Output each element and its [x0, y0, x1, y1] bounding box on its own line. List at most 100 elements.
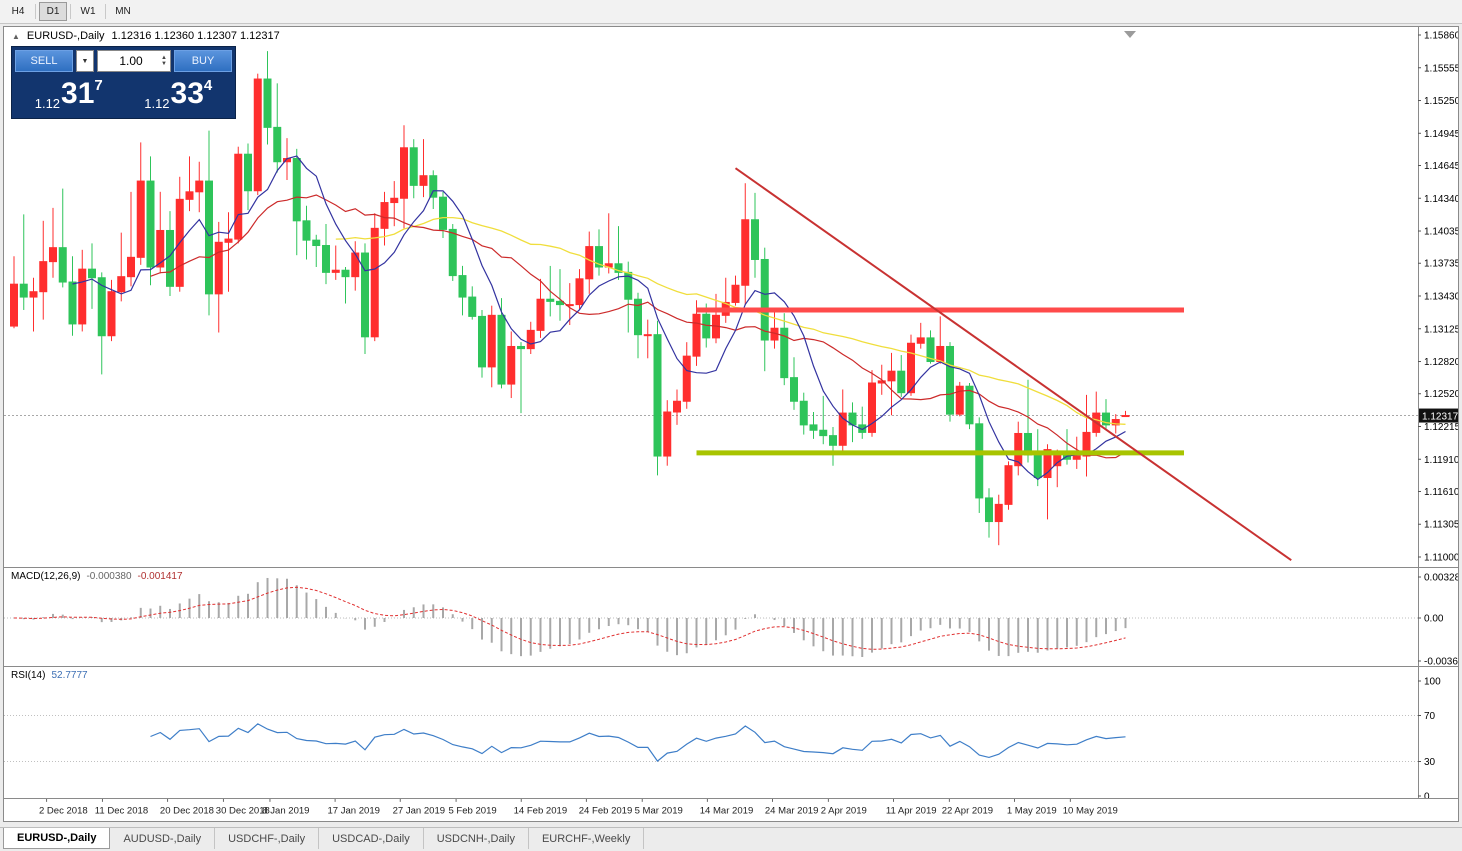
svg-text:11 Apr 2019: 11 Apr 2019	[886, 805, 937, 816]
toolbar-separator	[105, 4, 106, 19]
svg-text:1.15860: 1.15860	[1424, 31, 1458, 42]
svg-text:2 Dec 2018: 2 Dec 2018	[39, 805, 88, 816]
chart-tab-eurchf[interactable]: EURCHF-,Weekly	[529, 828, 645, 849]
svg-text:1.15555: 1.15555	[1424, 63, 1458, 74]
ma-fast-line	[72, 155, 1126, 481]
chart-symbol-label: EURUSD-,Daily	[26, 30, 105, 42]
macd-name: MACD(12,26,9)	[11, 571, 81, 582]
chart-tab-usdcnh[interactable]: USDCNH-,Daily	[424, 828, 529, 849]
macd-histogram	[22, 577, 1127, 658]
bid-big-digits: 31	[61, 77, 95, 110]
svg-text:1.11610: 1.11610	[1424, 487, 1458, 498]
svg-text:5 Mar 2019: 5 Mar 2019	[635, 805, 683, 816]
svg-text:22 Apr 2019: 22 Apr 2019	[942, 805, 993, 816]
ask-price[interactable]: 1.12 33 4	[125, 75, 233, 115]
ask-pipette: 4	[203, 77, 213, 94]
svg-text:2 Apr 2019: 2 Apr 2019	[821, 805, 867, 816]
macd-signal-value: -0.001417	[137, 571, 183, 582]
chart-ohlc-values: 1.12316 1.12360 1.12307 1.12317	[111, 30, 280, 42]
chart-tab-eurusd[interactable]: EURUSD-,Daily	[3, 828, 111, 849]
macd-label: MACD(12,26,9) -0.000380 -0.001417	[11, 571, 183, 582]
chevron-down-icon: ▼	[81, 57, 89, 65]
price-axis: 1.15860 1.15555 1.15250 1.14945 1.14645 1.143…	[1418, 27, 1458, 567]
svg-text:1.12520: 1.12520	[1424, 389, 1458, 400]
ma-mid-line	[150, 194, 1126, 459]
toolbar-separator	[70, 4, 71, 19]
svg-text:1.13430: 1.13430	[1424, 292, 1458, 303]
toolbar-separator	[35, 4, 36, 19]
volume-field[interactable]: 1.00 ▲ ▼	[97, 50, 171, 72]
current-price-tag: 1.12317	[1419, 408, 1458, 423]
timeframe-toolbar: H4 D1 W1 MN	[0, 0, 1462, 24]
svg-text:1.12820: 1.12820	[1424, 357, 1458, 368]
svg-text:14 Mar 2019: 14 Mar 2019	[700, 805, 754, 816]
svg-text:1.11305: 1.11305	[1424, 520, 1458, 531]
timeframe-button-h4[interactable]: H4	[4, 2, 32, 21]
svg-text:1.15250: 1.15250	[1424, 96, 1458, 107]
descending-trendline[interactable]	[734, 167, 1292, 562]
rsi-indicator-pane[interactable]: 100 70 30 0 RSI(14) 52.7777	[4, 666, 1458, 798]
svg-text:24 Mar 2019: 24 Mar 2019	[765, 805, 819, 816]
bid-pipette: 7	[94, 77, 103, 94]
bid-ask-row: 1.12 31 7 1.12 33 4	[15, 75, 232, 115]
svg-text:0.00: 0.00	[1424, 614, 1444, 625]
chart-tab-audusd[interactable]: AUDUSD-,Daily	[110, 828, 216, 849]
bid-price[interactable]: 1.12 31 7	[15, 75, 123, 115]
macd-main-value: -0.000380	[86, 571, 132, 582]
svg-text:20 Dec 2018: 20 Dec 2018	[160, 805, 214, 816]
svg-text:1.13125: 1.13125	[1424, 324, 1458, 335]
chart-tab-usdchf[interactable]: USDCHF-,Daily	[215, 828, 320, 849]
chart-shift-marker[interactable]	[1124, 31, 1136, 38]
chart-title: ▲ EURUSD-,Daily 1.12316 1.12360 1.12307 …	[12, 30, 280, 42]
svg-text:0: 0	[1424, 792, 1430, 799]
date-axis[interactable]: 2 Dec 2018 11 Dec 2018 20 Dec 2018 30 Dec 2…	[4, 798, 1458, 820]
svg-text:70: 70	[1424, 711, 1436, 722]
timeframe-button-w1[interactable]: W1	[74, 2, 102, 21]
macd-axis: 0.003287 0.00 -0.003659	[1418, 568, 1458, 666]
candles-layer	[10, 51, 1130, 546]
svg-text:1.14945: 1.14945	[1424, 129, 1458, 140]
svg-text:8 Jan 2019: 8 Jan 2019	[262, 805, 309, 816]
svg-text:0.003287: 0.003287	[1424, 573, 1458, 584]
volume-value: 1.00	[119, 54, 143, 68]
chart-tab-usdcad[interactable]: USDCAD-,Daily	[319, 828, 424, 849]
svg-text:17 Jan 2019: 17 Jan 2019	[327, 805, 379, 816]
sell-button[interactable]: SELL	[15, 50, 73, 72]
svg-text:5 Feb 2019: 5 Feb 2019	[448, 805, 496, 816]
timeframe-button-mn[interactable]: MN	[109, 2, 137, 21]
svg-text:1.14645: 1.14645	[1424, 161, 1458, 172]
trade-controls-row: SELL ▼ 1.00 ▲ ▼ BUY	[15, 50, 232, 72]
rsi-line	[150, 723, 1126, 762]
svg-text:14 Feb 2019: 14 Feb 2019	[514, 805, 568, 816]
svg-text:-0.003659: -0.003659	[1424, 657, 1458, 667]
bid-prefix: 1.12	[34, 96, 61, 111]
collapse-trade-panel-icon[interactable]: ▲	[12, 31, 20, 41]
svg-text:1.12215: 1.12215	[1424, 422, 1458, 433]
one-click-trading-panel: SELL ▼ 1.00 ▲ ▼ BUY 1.12	[11, 46, 236, 119]
ask-big-digits: 33	[170, 77, 204, 110]
ask-prefix: 1.12	[144, 96, 170, 111]
rsi-label: RSI(14) 52.7777	[11, 670, 88, 681]
svg-text:30: 30	[1424, 757, 1436, 768]
macd-indicator-pane[interactable]: 0.003287 0.00 -0.003659 MACD(12,26,9) -0.0…	[4, 567, 1458, 666]
price-chart-canvas[interactable]: 1.15860 1.15555 1.15250 1.14945 1.14645 1.143…	[4, 27, 1458, 567]
svg-text:1.11910: 1.11910	[1424, 455, 1458, 466]
svg-text:30 Dec 2018: 30 Dec 2018	[216, 805, 270, 816]
svg-text:27 Jan 2019: 27 Jan 2019	[393, 805, 445, 816]
svg-text:1.14035: 1.14035	[1424, 227, 1458, 238]
macd-canvas[interactable]: 0.003287 0.00 -0.003659	[4, 568, 1458, 666]
rsi-canvas[interactable]: 100 70 30 0	[4, 667, 1458, 798]
volume-dropdown-button[interactable]: ▼	[76, 50, 94, 72]
ma-slow-line	[335, 216, 1126, 425]
macd-signal-line	[13, 586, 1126, 650]
timeframe-button-d1[interactable]: D1	[39, 2, 67, 21]
volume-decrease-button[interactable]: ▼	[161, 61, 167, 67]
svg-text:1.11000: 1.11000	[1424, 553, 1458, 564]
date-labels: 2 Dec 2018 11 Dec 2018 20 Dec 2018 30 Dec 2…	[39, 799, 1118, 816]
chart-tabs-bar: EURUSD-,Daily AUDUSD-,Daily USDCHF-,Daily U…	[0, 827, 1462, 851]
chart-window: 1.15860 1.15555 1.15250 1.14945 1.14645 1.143…	[3, 26, 1459, 822]
buy-button[interactable]: BUY	[174, 50, 232, 72]
volume-increase-button[interactable]: ▲	[161, 55, 167, 61]
svg-text:1.13735: 1.13735	[1424, 259, 1458, 270]
main-chart-pane[interactable]: 1.15860 1.15555 1.15250 1.14945 1.14645 1.143…	[4, 27, 1458, 567]
